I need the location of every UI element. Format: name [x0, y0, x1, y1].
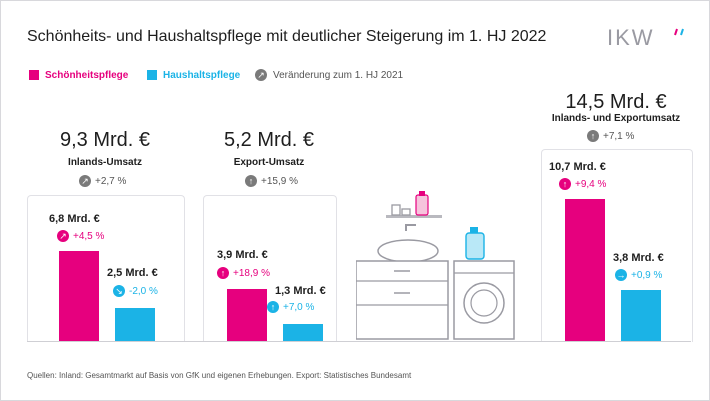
panel-2-beauty-change-value: +18,9 %: [233, 267, 270, 279]
arrow-up-icon: ↑: [267, 301, 279, 313]
panel-2-beauty-change: ↑ +18,9 %: [217, 267, 270, 279]
bar-panel-2-beauty: [227, 289, 267, 341]
panel-3-beauty-change: ↑ +9,4 %: [559, 178, 606, 190]
panel-1-beauty-value: 6,8 Mrd. €: [49, 213, 100, 225]
source-note: Quellen: Inland: Gesamtmarkt auf Basis v…: [27, 371, 412, 380]
panel-3-household-change-value: +0,9 %: [631, 269, 663, 281]
arrow-up-icon: ↑: [587, 130, 599, 142]
panel-2-change-value: +15,9 %: [261, 175, 298, 187]
legend-household: Haushaltspflege: [147, 68, 240, 82]
legend-label-household: Haushaltspflege: [163, 69, 241, 81]
legend-change: ↗ Veränderung zum 1. HJ 2021: [255, 68, 403, 82]
legend-swatch-beauty: [29, 70, 39, 80]
page-title: Schönheits- und Haushaltspflege mit deut…: [27, 28, 547, 45]
arrow-down-right-icon: ↘: [113, 285, 125, 297]
panel-3-total: 14,5 Mrd. €: [565, 91, 667, 113]
cosmetic-tube-icon: [415, 194, 429, 216]
panel-3-label: Inlands- und Exportumsatz: [551, 113, 681, 124]
panel-2-household-value: 1,3 Mrd. €: [275, 285, 326, 297]
panel-1-change: ↗ +2,7 %: [79, 175, 126, 187]
cabinet: [356, 260, 449, 340]
panel-1-label: Inlands-Umsatz: [68, 157, 142, 168]
panel-1-beauty-change-value: +4,5 %: [73, 230, 105, 242]
legend-swatch-household: [147, 70, 157, 80]
panel-2-label: Export-Umsatz: [233, 157, 305, 168]
panel-1-household-value: 2,5 Mrd. €: [107, 267, 158, 279]
panel-3-household-value: 3,8 Mrd. €: [613, 252, 664, 264]
sink-basin: [377, 239, 439, 263]
panel-1-total: 9,3 Mrd. €: [59, 129, 151, 151]
ikw-logo: IKW: [607, 25, 684, 49]
arrow-up-right-icon: ↗: [79, 175, 91, 187]
arrow-up-icon: ↑: [245, 175, 257, 187]
chart-baseline: [27, 341, 691, 342]
panel-2-total: 5,2 Mrd. €: [223, 129, 315, 151]
panel-2-change: ↑ +15,9 %: [245, 175, 298, 187]
bar-panel-3-beauty: [565, 199, 605, 341]
tube-cap: [419, 191, 425, 196]
panel-1-household-change: ↘ -2,0 %: [113, 285, 158, 297]
legend-beauty: Schönheitspflege: [29, 68, 128, 82]
legend-label-change: Veränderung zum 1. HJ 2021: [273, 69, 404, 81]
panel-2-household-change: ↑ +7,0 %: [267, 301, 314, 313]
bar-panel-2-household: [283, 324, 323, 341]
bathroom-illustration: [356, 191, 515, 340]
faucet-icon: [405, 224, 416, 231]
panel-3-beauty-change-value: +9,4 %: [575, 178, 607, 190]
panel-1-household-change-value: -2,0 %: [129, 285, 158, 297]
logo-text: IKW: [607, 25, 655, 49]
panel-2-household-change-value: +7,0 %: [283, 301, 315, 313]
jar-icon: [391, 204, 401, 216]
bar-panel-1-beauty: [59, 251, 99, 341]
panel-3-beauty-value: 10,7 Mrd. €: [549, 161, 606, 173]
bar-panel-1-household: [115, 308, 155, 341]
bar-panel-3-household: [621, 290, 661, 341]
legend-label-beauty: Schönheitspflege: [45, 69, 129, 81]
bottle-cap: [470, 227, 478, 233]
arrow-up-icon: ↑: [559, 178, 571, 190]
panel-3-change: ↑ +7,1 %: [587, 130, 634, 142]
panel-1-beauty-change: ↗ +4,5 %: [57, 230, 104, 242]
detergent-bottle-icon: [465, 232, 485, 260]
shelf: [386, 215, 442, 218]
panel-3-change-value: +7,1 %: [603, 130, 635, 142]
arrow-up-right-icon: ↗: [57, 230, 69, 242]
jar-icon: [401, 208, 411, 216]
panel-3-household-change: → +0,9 %: [615, 269, 662, 281]
panel-2-beauty-value: 3,9 Mrd. €: [217, 249, 268, 261]
arrow-up-icon: ↑: [217, 267, 229, 279]
arrow-right-icon: →: [615, 269, 627, 281]
panel-1-frame: [27, 195, 185, 342]
panel-1-change-value: +2,7 %: [95, 175, 127, 187]
arrow-up-right-icon: ↗: [255, 69, 267, 81]
